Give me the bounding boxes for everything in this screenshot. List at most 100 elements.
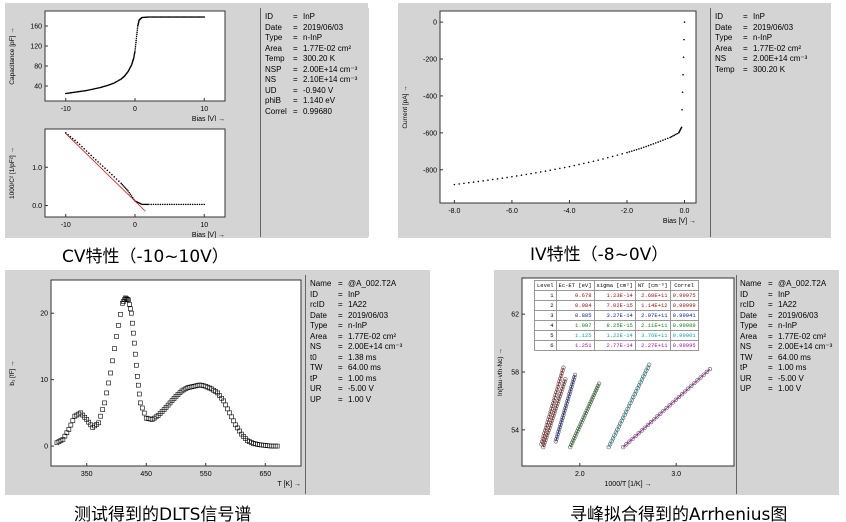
info-equals: = xyxy=(768,352,773,362)
info-key: t0 xyxy=(310,352,317,362)
y-tick-label: 40 xyxy=(34,84,42,91)
data-point xyxy=(146,16,149,18)
arrhenius-point xyxy=(556,381,561,387)
arrhenius-point xyxy=(583,411,588,416)
data-point xyxy=(515,175,518,177)
data-point xyxy=(578,163,580,166)
info-equals: = xyxy=(338,394,343,404)
arrhenius-point xyxy=(560,384,566,389)
info-row: Date = 2019/06/03 xyxy=(265,23,369,34)
info-equals: = xyxy=(293,106,298,116)
arrhenius-point xyxy=(624,442,629,447)
info-key: Temp xyxy=(715,64,735,74)
arrhenius-point xyxy=(567,391,572,396)
info-row: rcID = 1A22 xyxy=(740,300,839,311)
arrhenius-point xyxy=(553,439,558,444)
info-value: 1A22 xyxy=(348,300,367,309)
y-tick-label: 0 xyxy=(44,444,48,451)
y-tick-label: 62 xyxy=(511,312,519,319)
data-point xyxy=(135,37,138,40)
arrhenius-point xyxy=(557,427,562,432)
arrhenius-point xyxy=(563,406,568,411)
arrhenius-point xyxy=(552,395,557,400)
arrhenius-point xyxy=(544,435,549,440)
dlts-point xyxy=(141,410,147,416)
data-point xyxy=(182,203,185,206)
data-point xyxy=(683,21,686,23)
data-point xyxy=(143,203,146,206)
data-point xyxy=(163,16,165,18)
arrhenius-point xyxy=(541,442,547,447)
info-value: n-InP xyxy=(303,33,323,42)
arrhenius-point xyxy=(559,389,564,394)
data-point xyxy=(616,154,619,156)
info-row: Type = n-InP xyxy=(740,321,839,332)
data-point xyxy=(606,156,609,159)
data-point xyxy=(198,203,201,206)
info-value: 2.00E+14 cm⁻³ xyxy=(778,342,833,351)
info-equals: = xyxy=(293,96,298,105)
info-value: 1.77E-02 cm² xyxy=(778,331,827,341)
data-point xyxy=(525,173,528,176)
data-point xyxy=(134,48,137,50)
info-value: 1.00 V xyxy=(778,384,802,393)
arrhenius-point xyxy=(627,439,632,444)
arrhenius-caption: 寻峰拟合得到的Arrhenius图 xyxy=(570,505,788,522)
info-key: tP xyxy=(740,363,748,372)
data-point xyxy=(178,203,180,206)
data-point xyxy=(568,165,571,168)
arrhenius-point xyxy=(549,420,554,426)
y-tick-label: -800 xyxy=(423,167,437,174)
info-key: Type xyxy=(265,33,283,42)
table-row: 4 1.007 8.25E-15 2.11E+11 0.99989 xyxy=(534,320,699,331)
arrhenius-point xyxy=(557,425,562,430)
data-point xyxy=(157,16,159,18)
arrhenius-point xyxy=(555,387,560,392)
dlts-point xyxy=(98,413,103,419)
data-point xyxy=(673,134,676,136)
table-cell: 2.77E-14 xyxy=(593,340,636,351)
data-point xyxy=(133,55,135,57)
arrhenius-point xyxy=(581,415,586,420)
data-point xyxy=(161,16,164,18)
arrhenius-point xyxy=(552,411,557,416)
data-point xyxy=(121,183,124,186)
plot-area xyxy=(439,10,697,204)
info-value: -5.00 V xyxy=(778,373,804,383)
x-axis-label: Bias [V] → xyxy=(192,232,225,238)
data-point xyxy=(134,46,137,48)
info-equals: = xyxy=(768,373,773,383)
info-row: Temp = 300.20 K xyxy=(265,54,369,65)
arrhenius-point xyxy=(569,442,574,448)
info-value: n-InP xyxy=(348,321,368,330)
arrhenius-point xyxy=(692,380,697,386)
y-axis-label: Capacitance [pF] → xyxy=(9,27,16,84)
table-header-cell: NT [cm⁻³] xyxy=(634,280,671,291)
data-point xyxy=(157,203,159,206)
data-point xyxy=(659,140,662,142)
data-point xyxy=(134,50,136,52)
data-point xyxy=(657,141,659,143)
info-value: 1.77E-02 cm² xyxy=(348,331,397,341)
dlts-point xyxy=(131,330,136,336)
info-equals: = xyxy=(338,384,343,393)
iv-info-box: ID = InP Date = 2019/06/03 Type = n-InP Area = 1.77… xyxy=(710,8,831,237)
arrhenius-info-box: Name = @A_002.T2A ID = InP rcID = 1A22 Date = 2019/… xyxy=(736,275,839,494)
arrhenius-point xyxy=(648,419,654,425)
data-point xyxy=(621,153,623,155)
data-point xyxy=(173,16,176,18)
table-cell: 0.678 xyxy=(555,290,595,301)
data-point xyxy=(587,161,590,164)
arrhenius-point xyxy=(540,436,545,441)
x-tick-label: -8.0 xyxy=(448,208,460,215)
data-point xyxy=(83,147,86,150)
info-key: Temp xyxy=(265,54,285,63)
table-header-cell: Ec-ET [eV] xyxy=(555,280,595,291)
info-value: @A_002.T2A xyxy=(778,279,827,288)
info-equals: = xyxy=(768,342,773,351)
info-row: NS = 2.00E+14 cm⁻³ xyxy=(715,54,831,65)
data-point xyxy=(640,147,643,149)
dlts-point xyxy=(118,312,123,317)
arrhenius-point xyxy=(555,384,560,389)
info-key: Correl xyxy=(265,106,287,116)
